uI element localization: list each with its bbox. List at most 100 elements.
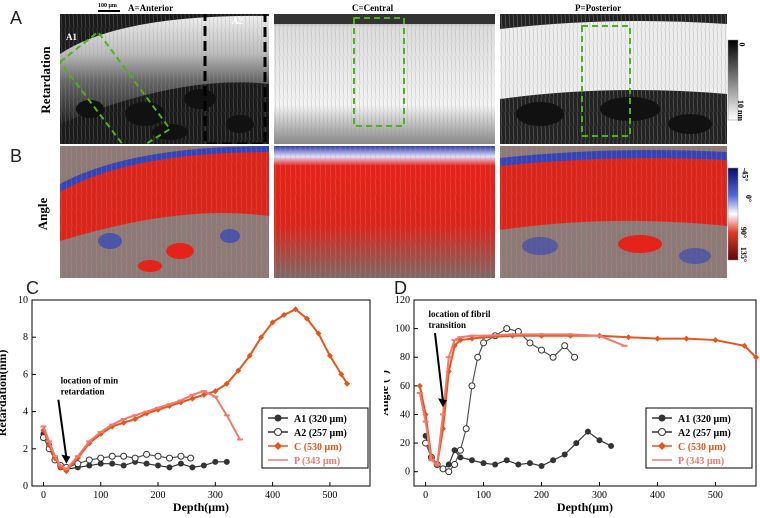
legend-label: C (530 μm) bbox=[294, 442, 342, 453]
x-tick-label: 0 bbox=[423, 490, 428, 501]
data-point bbox=[212, 458, 219, 465]
data-point bbox=[155, 462, 162, 469]
retardation-images bbox=[60, 14, 739, 144]
title-central: C=Central bbox=[352, 3, 394, 13]
angle-images bbox=[60, 146, 739, 278]
data-point bbox=[344, 380, 351, 387]
data-point bbox=[468, 382, 476, 390]
data-point bbox=[85, 456, 93, 464]
legend-label: A2 (257 μm) bbox=[678, 428, 731, 439]
data-point bbox=[480, 339, 488, 347]
data-point bbox=[212, 388, 219, 395]
data-point bbox=[550, 457, 557, 464]
data-point bbox=[86, 462, 93, 469]
data-point bbox=[189, 464, 196, 471]
data-point bbox=[526, 339, 534, 347]
y-tick-label: 8 bbox=[23, 332, 28, 343]
data-point bbox=[97, 454, 105, 462]
series-line-3 bbox=[42, 308, 348, 473]
legend-marker bbox=[274, 442, 282, 450]
data-point bbox=[200, 462, 207, 469]
data-point bbox=[474, 353, 482, 361]
scale-bar bbox=[98, 10, 120, 12]
data-point bbox=[462, 425, 470, 433]
y-tick-label: 100 bbox=[395, 324, 410, 335]
x-tick-label: 100 bbox=[476, 490, 491, 501]
legend-marker bbox=[274, 428, 282, 436]
angle-colorbar bbox=[727, 167, 739, 261]
data-point bbox=[526, 460, 533, 467]
panel-letter-a: A bbox=[10, 8, 23, 28]
data-point bbox=[561, 342, 569, 350]
retardation-colorbar-top: 0 bbox=[737, 42, 747, 47]
panel-letter-b: B bbox=[10, 146, 23, 166]
data-point bbox=[281, 311, 288, 318]
data-point bbox=[109, 460, 116, 467]
data-point bbox=[166, 403, 173, 410]
data-point bbox=[143, 460, 150, 467]
legend-marker bbox=[274, 414, 282, 422]
data-point bbox=[503, 325, 511, 333]
data-point bbox=[165, 454, 173, 462]
y-tick-label: 0 bbox=[23, 481, 28, 492]
annotation-arrow bbox=[433, 333, 444, 402]
data-point bbox=[177, 460, 184, 467]
data-point bbox=[223, 380, 230, 387]
data-point bbox=[439, 465, 447, 473]
x-tick-label: 500 bbox=[708, 490, 723, 501]
data-point bbox=[457, 454, 464, 461]
legend-marker bbox=[658, 442, 666, 450]
data-point bbox=[451, 447, 458, 454]
x-tick-label: 500 bbox=[322, 490, 337, 501]
y-axis-label: Angle (°) bbox=[384, 370, 391, 416]
title-anterior: A=Anterior bbox=[128, 3, 174, 13]
data-point bbox=[269, 319, 276, 326]
row-label-angle: Angle bbox=[35, 197, 50, 231]
x-tick-label: 300 bbox=[592, 490, 607, 501]
retardation-image-anterior bbox=[60, 14, 269, 144]
data-point bbox=[608, 442, 615, 449]
data-point bbox=[223, 458, 230, 465]
data-point bbox=[177, 452, 185, 460]
y-tick-label: 4 bbox=[23, 407, 28, 418]
data-point bbox=[120, 419, 127, 426]
retardation-colorbar bbox=[727, 39, 739, 121]
data-point bbox=[683, 335, 690, 342]
legend-label: C (530 μm) bbox=[678, 442, 726, 453]
retardation-image-posterior bbox=[500, 14, 727, 144]
data-point bbox=[109, 423, 116, 430]
data-point bbox=[143, 450, 151, 458]
data-point bbox=[187, 454, 195, 462]
legend-label: P (343 μm) bbox=[678, 456, 724, 467]
data-point bbox=[235, 367, 242, 374]
data-point bbox=[154, 452, 162, 460]
chart-c-retardation: 0 100 200 300 400 500 0 2 4 6 8 10 Depth(μm) Retardat… bbox=[0, 295, 371, 514]
x-tick-label: 200 bbox=[534, 490, 549, 501]
data-point bbox=[97, 430, 104, 437]
y-tick-label: 10 bbox=[18, 295, 28, 306]
retardation-image-central bbox=[274, 14, 495, 144]
annotation-arrowhead bbox=[61, 454, 71, 464]
data-point bbox=[492, 461, 499, 468]
y-tick-label: 40 bbox=[400, 409, 410, 420]
data-point bbox=[538, 346, 546, 354]
data-point bbox=[654, 335, 661, 342]
legend-label: A1 (320 μm) bbox=[294, 414, 347, 425]
data-point bbox=[315, 330, 322, 337]
x-tick-label: 200 bbox=[151, 490, 166, 501]
data-point bbox=[416, 382, 423, 389]
data-point bbox=[120, 452, 128, 460]
data-point bbox=[177, 399, 184, 406]
x-axis-label: Depth(μm) bbox=[557, 500, 613, 514]
legend-marker bbox=[658, 428, 666, 436]
data-point bbox=[596, 437, 603, 444]
annotation-text: location of fibril bbox=[428, 309, 490, 319]
title-posterior: P=Posterior bbox=[575, 3, 622, 13]
scale-bar-label: 100 μm bbox=[98, 3, 117, 9]
chart-d-angle: 0 100 200 300 400 500 0 20 40 60 80 100 120 Depth(μm)… bbox=[384, 295, 759, 514]
data-point bbox=[131, 454, 139, 462]
angle-colorbar-top2: 0° bbox=[744, 194, 754, 203]
angle-image-anterior bbox=[60, 146, 269, 278]
data-point bbox=[108, 452, 116, 460]
data-point bbox=[200, 391, 207, 398]
